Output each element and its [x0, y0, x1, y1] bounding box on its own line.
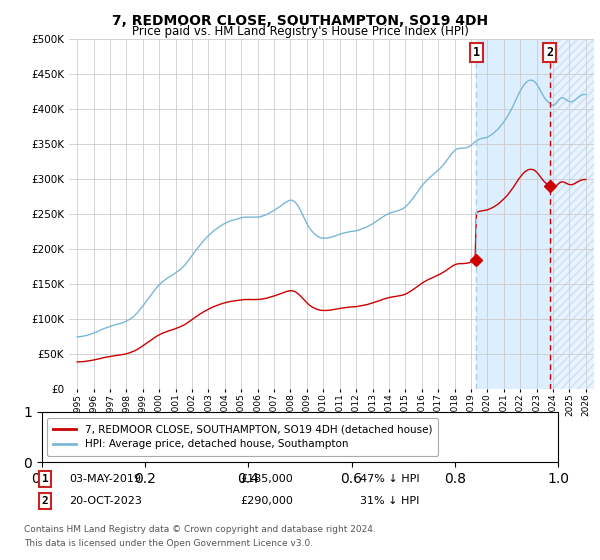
- Text: Price paid vs. HM Land Registry's House Price Index (HPI): Price paid vs. HM Land Registry's House …: [131, 25, 469, 38]
- Text: 1: 1: [41, 474, 49, 484]
- Text: 47% ↓ HPI: 47% ↓ HPI: [360, 474, 419, 484]
- Text: This data is licensed under the Open Government Licence v3.0.: This data is licensed under the Open Gov…: [24, 539, 313, 548]
- Text: 03-MAY-2019: 03-MAY-2019: [69, 474, 141, 484]
- Text: 7, REDMOOR CLOSE, SOUTHAMPTON, SO19 4DH: 7, REDMOOR CLOSE, SOUTHAMPTON, SO19 4DH: [112, 14, 488, 28]
- Text: 2: 2: [546, 46, 553, 59]
- Text: Contains HM Land Registry data © Crown copyright and database right 2024.: Contains HM Land Registry data © Crown c…: [24, 525, 376, 534]
- Text: 20-OCT-2023: 20-OCT-2023: [69, 496, 142, 506]
- Text: 31% ↓ HPI: 31% ↓ HPI: [360, 496, 419, 506]
- Bar: [550, 39, 594, 389]
- Bar: [476, 39, 550, 389]
- Text: 1: 1: [473, 46, 480, 59]
- Legend: 7, REDMOOR CLOSE, SOUTHAMPTON, SO19 4DH (detached house), HPI: Average price, de: 7, REDMOOR CLOSE, SOUTHAMPTON, SO19 4DH …: [47, 418, 439, 456]
- Text: £290,000: £290,000: [240, 496, 293, 506]
- Text: 2: 2: [41, 496, 49, 506]
- Text: £185,000: £185,000: [240, 474, 293, 484]
